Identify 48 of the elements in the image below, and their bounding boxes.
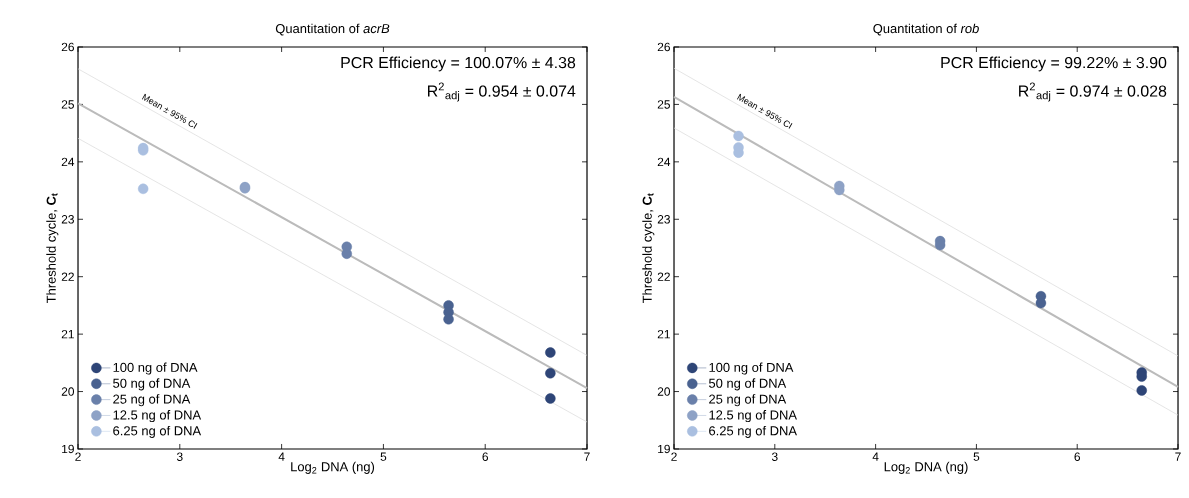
- legend-label: 25 ng of DNA: [709, 394, 787, 407]
- y-tick-label: 26: [61, 42, 74, 52]
- legend-label: 25 ng of DNA: [113, 394, 191, 407]
- x-axis-title: Log$_{2}$ DNA (ng): [291, 461, 375, 474]
- x-tick-label: 4: [278, 452, 285, 461]
- text: Threshold cycle, C$_{t}$: [46, 193, 59, 304]
- annotation: R$^{2}$$_{adj}$ = 0.954 ± 0.074: [428, 82, 576, 102]
- y-tick-label: 26: [657, 42, 670, 52]
- annotation: PCR Efficiency = 99.22% ± 3.90: [941, 56, 1167, 72]
- y-tick-label: 24: [657, 157, 671, 167]
- y-tick-label: 21: [657, 329, 670, 339]
- x-tick-label: 2: [671, 452, 677, 461]
- x-tick-label: 6: [1074, 452, 1081, 461]
- y-tick-label: 19: [658, 444, 670, 454]
- y-tick-label: 20: [61, 387, 75, 396]
- legend-label: 12.5 ng of DNA: [113, 410, 202, 423]
- x-tick-label: 7: [584, 452, 590, 461]
- x-tick-label: 6: [482, 452, 489, 461]
- legend-label: 12.5 ng of DNA: [709, 410, 797, 423]
- y-tick-label: 25: [61, 100, 74, 109]
- chart-title: Quantitation of rob: [873, 23, 979, 36]
- y-tick-label: 23: [657, 215, 670, 224]
- y-tick-label: 20: [657, 387, 671, 396]
- y-tick-label: 25: [657, 100, 670, 109]
- x-tick-label: 3: [771, 452, 778, 461]
- x-tick-label: 3: [176, 452, 183, 461]
- x-tick-label: 5: [380, 452, 387, 461]
- legend-label: 100 ng of DNA: [113, 362, 198, 375]
- annotation: PCR Efficiency = 100.07% ± 4.38: [341, 56, 576, 72]
- x-axis-title: Log$_{2}$ DNA (ng): [884, 461, 968, 474]
- annotation: R$^{2}$$_{adj}$ = 0.974 ± 0.028: [1019, 82, 1167, 102]
- y-tick-label: 22: [657, 272, 670, 281]
- legend-label: 6.25 ng of DNA: [113, 425, 202, 438]
- y-tick-label: 23: [61, 215, 74, 224]
- text: Threshold cycle, C$_{t}$: [642, 193, 655, 304]
- x-tick-label: 5: [973, 452, 980, 461]
- y-tick-label: 22: [61, 272, 74, 281]
- legend-label: 6.25 ng of DNA: [709, 425, 797, 438]
- y-tick-label: 24: [61, 157, 75, 167]
- legend-label: 50 ng of DNA: [113, 378, 191, 391]
- chart-title: Quantitation of acrB: [275, 23, 390, 36]
- y-tick-label: 19: [62, 444, 74, 454]
- x-tick-label: 4: [872, 452, 879, 461]
- x-tick-label: 2: [75, 452, 81, 461]
- legend-label: 50 ng of DNA: [708, 378, 787, 391]
- y-tick-label: 21: [61, 329, 74, 339]
- legend-label: 100 ng of DNA: [709, 362, 794, 375]
- x-tick-label: 7: [1175, 452, 1181, 461]
